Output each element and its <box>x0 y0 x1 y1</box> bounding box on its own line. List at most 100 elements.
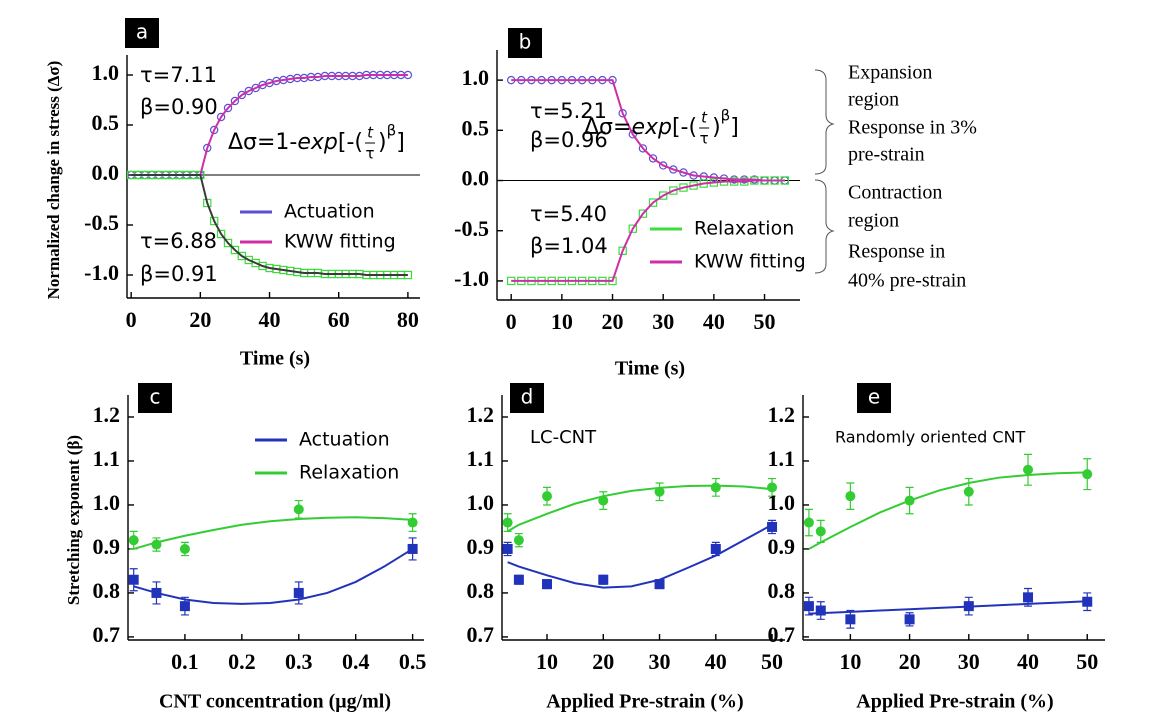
x-axis-label: Applied Pre-strain (%) <box>856 691 1053 713</box>
annotation: τ=7.11 <box>140 63 217 87</box>
x-tick-label: 0.3 <box>285 649 313 674</box>
data-point <box>598 495 609 506</box>
y-tick-label: 0.8 <box>768 578 796 603</box>
data-point <box>628 224 637 233</box>
panel-label: e <box>868 385 880 409</box>
x-tick-label: 40 <box>705 649 727 674</box>
x-tick-label: 40 <box>703 309 725 334</box>
data-point <box>628 130 637 139</box>
equation-part: τ <box>700 130 709 148</box>
brace <box>814 179 835 274</box>
x-tick-label: 10 <box>839 649 861 674</box>
y-tick-label: 0.0 <box>92 160 120 185</box>
annotation: τ=5.21 <box>530 99 607 123</box>
fit-line <box>511 79 785 182</box>
x-tick-label: 50 <box>1076 649 1098 674</box>
panel-label: d <box>521 385 534 409</box>
x-tick-label: 20 <box>899 649 921 674</box>
panel-label: c <box>150 385 161 409</box>
x-axis-label: Time (s) <box>240 348 310 370</box>
x-axis-label: Applied Pre-strain (%) <box>546 691 743 713</box>
x-tick-label: 50 <box>761 649 783 674</box>
legend-label: Relaxation <box>694 218 794 240</box>
data-point <box>542 491 553 502</box>
data-point <box>654 486 665 497</box>
data-point <box>513 535 524 546</box>
y-tick-label: 0.8 <box>93 578 121 603</box>
panel-label-box <box>857 383 891 413</box>
fit-line <box>507 484 773 533</box>
data-point <box>179 601 190 612</box>
data-point <box>845 491 856 502</box>
data-point <box>648 154 658 163</box>
data-point <box>128 535 139 546</box>
x-axis-label: CNT concentration (μg/ml) <box>159 691 391 713</box>
x-tick-label: 0 <box>506 309 517 334</box>
data-point <box>845 614 856 625</box>
y-tick-label: -1.0 <box>84 260 119 285</box>
x-tick-label: 30 <box>649 649 671 674</box>
data-point <box>128 574 139 585</box>
note-text: 40% pre-strain <box>848 270 966 292</box>
data-point <box>638 209 648 218</box>
x-tick-label: 10 <box>551 309 573 334</box>
annotation: τ=6.88 <box>140 229 217 253</box>
data-point <box>502 517 513 528</box>
y-tick-label: 1.1 <box>93 446 121 471</box>
data-point <box>803 601 814 612</box>
data-point <box>815 605 826 616</box>
data-point <box>513 574 524 585</box>
equation-part: t <box>367 124 374 142</box>
data-point <box>710 543 721 554</box>
fit-line <box>808 471 1088 550</box>
data-point <box>209 216 219 226</box>
y-tick-label: 1.0 <box>768 490 796 515</box>
data-point <box>618 246 627 256</box>
annotation: β=1.04 <box>530 234 608 258</box>
x-tick-label: 0 <box>126 307 137 332</box>
panel-label-box <box>125 18 159 48</box>
x-tick-label: 40 <box>259 307 281 332</box>
legend-label: KWW fitting <box>284 231 396 253</box>
equation-part: ] <box>730 115 739 140</box>
y-tick-label: 1.0 <box>462 65 490 90</box>
annotation: β=0.90 <box>140 95 218 119</box>
equation-part: t <box>701 109 708 127</box>
legend-label: Actuation <box>299 429 390 451</box>
note-text: region <box>848 210 899 232</box>
x-tick-label: 30 <box>652 309 674 334</box>
equation-part: exp <box>297 130 338 155</box>
legend-label: Relaxation <box>299 462 399 484</box>
annotation: τ=5.40 <box>530 202 607 226</box>
y-tick-label: 0.7 <box>93 622 121 647</box>
x-tick-label: 0.4 <box>342 649 370 674</box>
x-tick-label: 20 <box>592 649 614 674</box>
equation-part: exp <box>631 115 672 140</box>
data-point <box>638 144 648 153</box>
data-point <box>230 96 240 106</box>
equation-part: [-( <box>672 115 697 140</box>
note-text: Expansion <box>848 62 932 84</box>
fit-line <box>507 523 773 589</box>
y-tick-label: 0.5 <box>462 115 490 140</box>
equation-part: ) <box>712 115 721 140</box>
data-point <box>710 482 721 493</box>
panel-label: b <box>519 30 532 54</box>
y-tick-label: -0.5 <box>84 210 119 235</box>
y-tick-label: 0.9 <box>768 534 796 559</box>
equation-part: β <box>721 107 731 125</box>
y-tick-label: 0.9 <box>467 534 495 559</box>
fit-line <box>131 174 408 276</box>
equation-part: β <box>387 122 397 140</box>
data-point <box>598 574 609 585</box>
y-tick-label: 1.2 <box>467 402 495 427</box>
annotation: β=0.91 <box>140 262 218 286</box>
data-point <box>237 90 247 100</box>
x-tick-label: 10 <box>536 649 558 674</box>
y-axis-label: Normalized change in stress (Δσ) <box>44 61 63 300</box>
annotation: Randomly oriented CNT <box>835 428 1026 447</box>
note-text: pre-strain <box>848 144 925 166</box>
data-point <box>1082 469 1093 480</box>
y-tick-label: 0.5 <box>92 110 120 135</box>
